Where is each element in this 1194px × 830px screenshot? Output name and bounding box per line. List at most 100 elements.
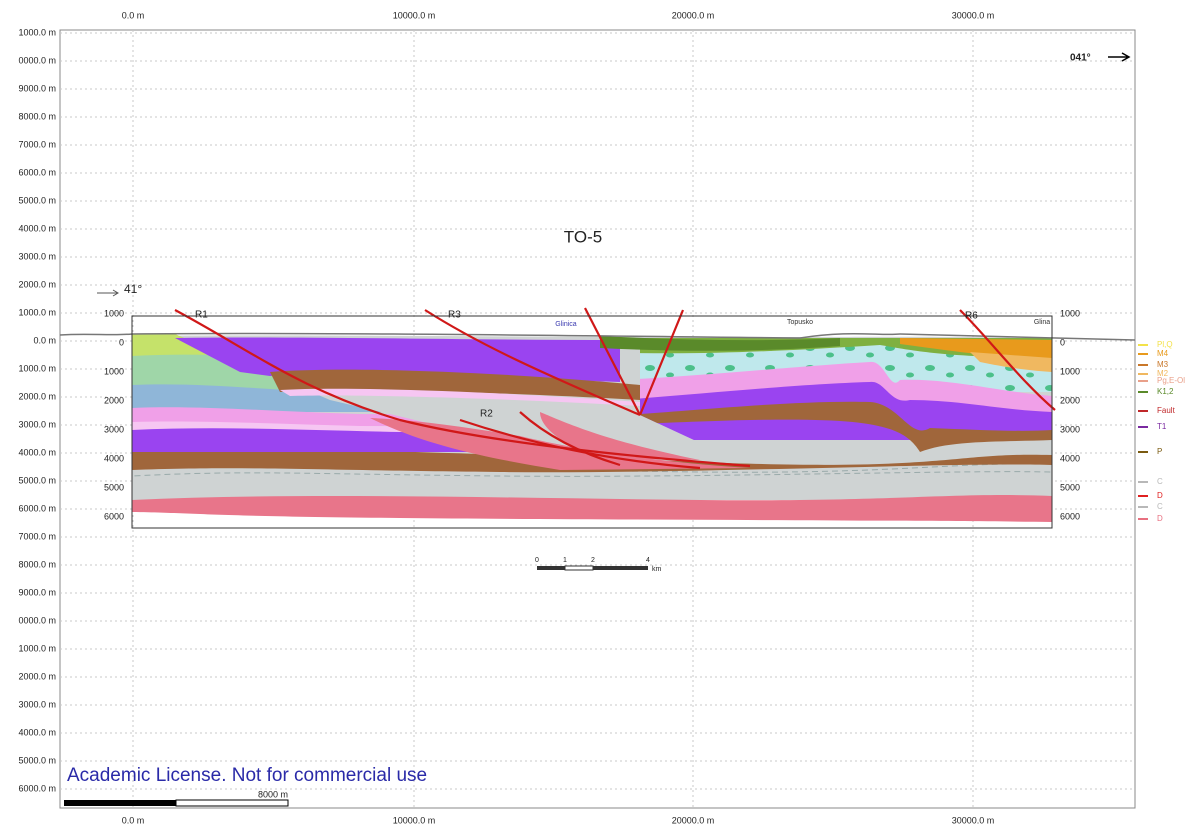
green-layer (600, 336, 840, 351)
view-scale-label: 8000 m (258, 789, 288, 799)
direction-arrow (1108, 52, 1131, 62)
left-axis-label: 1000.0 m (18, 307, 56, 317)
scale-tick-label: 4 (646, 557, 650, 564)
depth-label: 1000 (1060, 366, 1080, 376)
left-axis-label: 6000.0 m (18, 167, 56, 177)
depth-label: 5000 (104, 482, 124, 492)
fault-line (638, 309, 685, 416)
left-axis-label: 0000.0 m (18, 615, 56, 625)
legend-label: Pg,E-Ol (1157, 376, 1185, 385)
bottom-axis-label: 20000.0 m (672, 815, 715, 825)
top-axis-label: 10000.0 m (393, 10, 436, 20)
horizon (131, 463, 1053, 477)
legend-label: D (1157, 514, 1163, 523)
left-axis-label: 1000.0 m (18, 643, 56, 653)
fault-line (424, 309, 641, 417)
top-axis-label: 0.0 m (122, 10, 145, 20)
cross-section (59, 307, 1136, 529)
brown-band (270, 369, 640, 400)
azimuth-arrow (97, 289, 119, 297)
left-axis-label: 1000.0 m (18, 27, 56, 37)
right-block (640, 338, 1052, 470)
left-axis-label: 2000.0 m (18, 279, 56, 289)
legend-label: Fault (1157, 406, 1176, 415)
direction-label: 041° (1070, 53, 1091, 64)
bottom-axis-label: 0.0 m (122, 815, 145, 825)
left-axis-label: 5000.0 m (18, 755, 56, 765)
left-axis-label: 2000.0 m (18, 671, 56, 681)
legend-label: Pl,Q (1157, 340, 1173, 349)
fault-line (584, 307, 641, 416)
left-axis-label: 9000.0 m (18, 83, 56, 93)
place-label: Topusko (787, 319, 813, 326)
depth-label: 1000 (104, 366, 124, 376)
depth-label: 1000 (104, 308, 124, 318)
legend-label: D (1157, 491, 1163, 500)
depth-label: 0 (119, 337, 124, 347)
left-axis-label: 6000.0 m (18, 783, 56, 793)
legend-label: P (1157, 447, 1162, 456)
legend-label: M2 (1157, 369, 1169, 378)
left-axis-label: 8000.0 m (18, 559, 56, 569)
fault-label: R1 (195, 310, 208, 321)
legend-label: K1,2 (1157, 387, 1174, 396)
left-axis-label: 7000.0 m (18, 139, 56, 149)
depth-label: 4000 (104, 453, 124, 463)
legend-label: M3 (1157, 360, 1169, 369)
fault-line (459, 411, 701, 470)
view-scale-bar (64, 799, 289, 807)
section-title: TO-5 (564, 227, 602, 246)
fault-line (959, 309, 1056, 411)
azimuth-label: 41° (124, 282, 142, 296)
left-axis-label: 0000.0 m (18, 55, 56, 65)
fault-line (174, 309, 751, 468)
legend-label: C (1157, 502, 1163, 511)
orange-layer (900, 338, 1052, 360)
left-axis-label: 3000.0 m (18, 419, 56, 429)
left-axis-label: 5000.0 m (18, 195, 56, 205)
top-axis-label: 30000.0 m (952, 10, 995, 20)
bottom-axis-label: 10000.0 m (393, 815, 436, 825)
bottom-axis-label: 30000.0 m (952, 815, 995, 825)
depth-label: 4000 (1060, 453, 1080, 463)
depth-label: 3000 (1060, 424, 1080, 434)
left-axis-label: 9000.0 m (18, 587, 56, 597)
left-axis-label: 3000.0 m (18, 699, 56, 709)
left-axis-label: 3000.0 m (18, 251, 56, 261)
place-label: Glinica (555, 321, 577, 328)
watermark: Academic License. Not for commercial use (67, 765, 427, 786)
thrust-wedge (460, 412, 700, 460)
left-axis-label: 2000.0 m (18, 391, 56, 401)
depth-label: 2000 (1060, 395, 1080, 405)
scale-unit: km (652, 566, 662, 573)
left-axis-label: 7000.0 m (18, 531, 56, 541)
light-pink-band (280, 388, 640, 406)
depth-label: 1000 (1060, 308, 1080, 318)
top-axis-label: 20000.0 m (672, 10, 715, 20)
depth-label: 0 (1060, 337, 1065, 347)
section-scale-bar (537, 565, 648, 571)
legend-label: M4 (1157, 349, 1169, 358)
pink-layer (132, 495, 1052, 522)
left-axis-label: 5000.0 m (18, 475, 56, 485)
depth-label: 6000 (1060, 511, 1080, 521)
section-frame (131, 315, 1053, 529)
scale-tick-label: 1 (563, 557, 567, 564)
legend-label: C (1157, 477, 1163, 486)
fault-label: R2 (480, 409, 493, 420)
depth-label: 5000 (1060, 482, 1080, 492)
depth-label: 2000 (104, 395, 124, 405)
fault-label: R6 (965, 311, 978, 322)
legend-label: T1 (1157, 422, 1167, 431)
left-axis-label: 1000.0 m (18, 363, 56, 373)
depth-label: 3000 (104, 424, 124, 434)
left-axis-label: 6000.0 m (18, 503, 56, 513)
depth-label: 6000 (104, 511, 124, 521)
scale-tick-label: 0 (535, 557, 539, 564)
left-axis-label: 0.0 m (33, 335, 56, 345)
left-axis-label: 4000.0 m (18, 223, 56, 233)
left-axis-label: 4000.0 m (18, 447, 56, 457)
left-axis-label: 8000.0 m (18, 111, 56, 121)
scale-tick-label: 2 (591, 557, 595, 564)
